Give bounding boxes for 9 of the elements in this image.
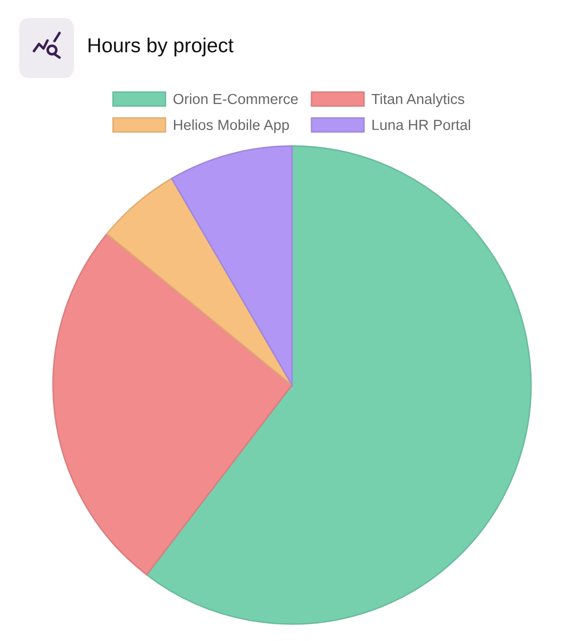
legend-label: Helios Mobile App (174, 119, 289, 133)
legend-label: Luna HR Portal (372, 119, 470, 130)
pie-slice (146, 145, 532, 625)
chart-title: Hours by project (88, 38, 234, 56)
pie-slice (106, 178, 293, 386)
pie-slice (170, 145, 293, 386)
legend-label: Titan Analytics (372, 93, 464, 108)
legend-label: Orion E-Commerce (173, 93, 298, 104)
pie-slice (52, 233, 293, 576)
